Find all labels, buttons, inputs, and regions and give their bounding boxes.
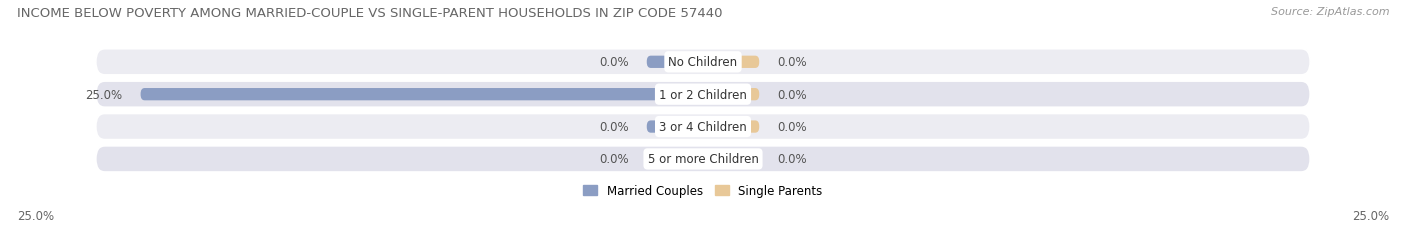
Text: Source: ZipAtlas.com: Source: ZipAtlas.com — [1271, 7, 1389, 17]
Legend: Married Couples, Single Parents: Married Couples, Single Parents — [581, 182, 825, 199]
Text: 3 or 4 Children: 3 or 4 Children — [659, 121, 747, 134]
Text: 0.0%: 0.0% — [599, 121, 628, 134]
Text: 25.0%: 25.0% — [17, 209, 53, 222]
Text: 25.0%: 25.0% — [86, 88, 122, 101]
Text: 0.0%: 0.0% — [778, 153, 807, 166]
FancyBboxPatch shape — [703, 89, 759, 101]
FancyBboxPatch shape — [703, 121, 759, 133]
FancyBboxPatch shape — [647, 56, 703, 69]
Text: 0.0%: 0.0% — [778, 121, 807, 134]
Text: INCOME BELOW POVERTY AMONG MARRIED-COUPLE VS SINGLE-PARENT HOUSEHOLDS IN ZIP COD: INCOME BELOW POVERTY AMONG MARRIED-COUPL… — [17, 7, 723, 20]
Text: 1 or 2 Children: 1 or 2 Children — [659, 88, 747, 101]
Text: 0.0%: 0.0% — [778, 56, 807, 69]
Text: 25.0%: 25.0% — [1353, 209, 1389, 222]
FancyBboxPatch shape — [96, 82, 1310, 108]
Text: 0.0%: 0.0% — [778, 88, 807, 101]
FancyBboxPatch shape — [647, 153, 703, 165]
Text: 0.0%: 0.0% — [599, 56, 628, 69]
FancyBboxPatch shape — [141, 89, 703, 101]
FancyBboxPatch shape — [703, 56, 759, 69]
Text: 5 or more Children: 5 or more Children — [648, 153, 758, 166]
Text: No Children: No Children — [668, 56, 738, 69]
FancyBboxPatch shape — [96, 146, 1310, 173]
Text: 0.0%: 0.0% — [599, 153, 628, 166]
FancyBboxPatch shape — [703, 153, 759, 165]
FancyBboxPatch shape — [647, 121, 703, 133]
FancyBboxPatch shape — [96, 114, 1310, 140]
FancyBboxPatch shape — [96, 49, 1310, 76]
